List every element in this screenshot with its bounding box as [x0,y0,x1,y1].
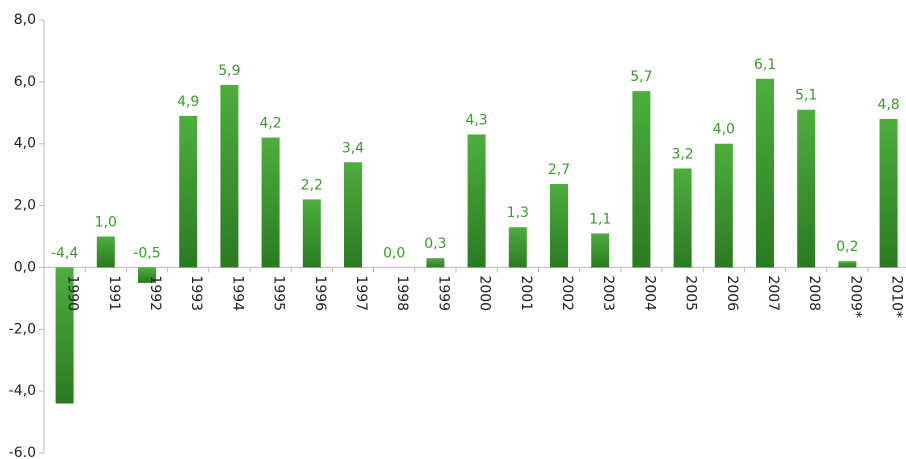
x-tick-label: 1992 [147,275,163,311]
value-label: 0,2 [836,239,858,255]
value-label: -4,4 [51,245,78,261]
bar [344,162,362,268]
y-tick-label: -6.0 [9,445,36,459]
y-tick-label: 6,0 [14,74,36,90]
x-tick-label: 1997 [353,275,369,311]
y-tick-label: -4,0 [9,383,36,399]
bar [467,134,486,268]
bar [838,261,857,268]
x-tick-label: 2004 [641,275,657,311]
value-label: 5,7 [630,69,652,85]
value-label: 4,9 [177,94,199,110]
bar [550,183,568,268]
y-tick-label: 4,0 [14,136,36,152]
value-label: -0,5 [133,245,160,261]
x-tick-label: 2009* [847,275,863,318]
x-tick-label: 2007 [765,275,781,311]
x-tick-label: 2000 [477,275,493,311]
bar [673,168,692,268]
x-tick-label: 1995 [271,275,287,311]
x-tick-label: 1991 [106,275,122,311]
y-tick-label: 2,0 [14,198,36,214]
bar [797,109,816,268]
value-label: 3,4 [342,140,364,156]
x-tick-label: 2002 [559,275,575,311]
bar [879,118,898,268]
bar [220,84,239,268]
bar [179,115,198,268]
bar [591,233,610,268]
x-tick-label: 2003 [600,275,616,311]
value-label: 0,3 [424,236,446,252]
value-label: 4,2 [259,116,281,132]
value-label: 0,0 [383,245,405,261]
bar [508,227,527,268]
value-label: 1,1 [589,211,611,227]
value-label: 1,3 [507,205,529,221]
bar [96,236,115,268]
value-label: 2,7 [548,162,570,178]
bar [632,91,651,268]
y-tick-label: 8,0 [14,12,36,28]
x-tick-label: 1994 [229,275,245,311]
value-label: 2,2 [301,177,323,193]
bar [714,143,733,268]
x-tick-label: 2006 [724,275,740,311]
x-tick-label: 2008 [806,275,822,311]
x-tick-label: 1998 [394,275,410,311]
x-tick-label: 1993 [188,275,204,311]
value-label: 5,9 [218,63,240,79]
x-tick-label: 1999 [435,275,451,311]
x-tick-label: 1996 [312,275,328,311]
value-label: 4,3 [465,112,487,128]
value-label: 6,1 [754,57,776,73]
x-tick-label: 1990 [65,275,81,311]
y-tick-label: -2,0 [9,321,36,337]
bar [756,78,774,268]
x-tick-label: 2005 [683,275,699,311]
bar [426,258,445,268]
x-tick-label: 2010* [889,275,905,318]
bar [138,267,156,283]
y-tick-label: 0,0 [14,259,36,275]
value-label: 1,0 [95,215,117,231]
bar [302,199,321,268]
bar [261,137,280,268]
value-label: 3,2 [671,146,693,162]
value-label: 4,8 [877,97,899,113]
bar [55,267,74,404]
value-label: 5,1 [795,88,817,104]
x-tick-label: 2001 [518,275,534,311]
value-label: 4,0 [713,122,735,138]
